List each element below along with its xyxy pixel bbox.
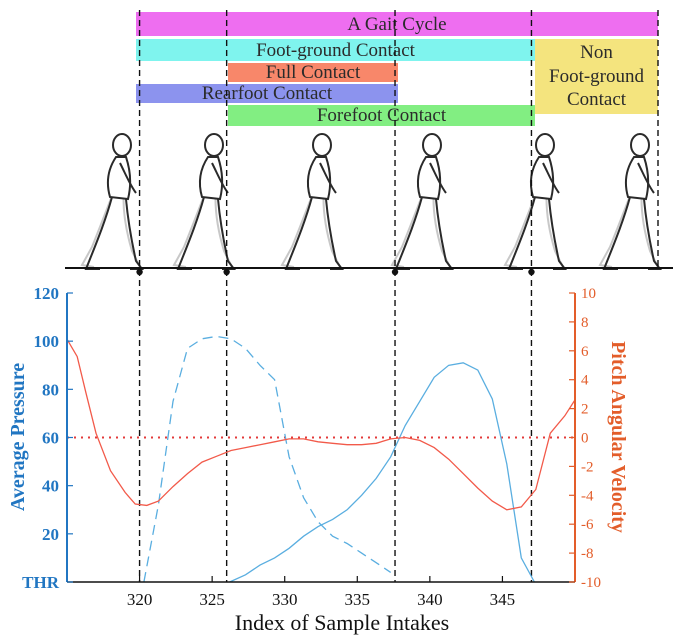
x-tick-label-3: 330 (272, 590, 298, 609)
y-left-tick-label-1: THR (22, 573, 60, 592)
non-contact-label-1: Non (580, 41, 613, 63)
series-line-2 (229, 362, 535, 583)
y-right-tick-label-5: -2 (581, 459, 594, 475)
forefoot-contact-bar: Forefoot Contact (228, 105, 535, 126)
x-tick-label-2: 325 (199, 590, 225, 609)
y-axis-left-label: Average Pressure (7, 363, 29, 511)
phase-bars: A Gait Cycle Foot-ground Contact Non Foo… (0, 0, 673, 130)
y-left-tick-label-7: 120 (34, 284, 60, 303)
y-right-tick-label-1: -10 (581, 575, 601, 591)
non-contact-label-2: Foot-ground (549, 65, 644, 87)
y-left-tick-label-5: 80 (42, 380, 59, 399)
y-right-tick-label-8: 4 (581, 373, 589, 389)
y-right-tick-label-3: -6 (581, 517, 594, 533)
gait-cycle-label: A Gait Cycle (347, 13, 447, 35)
y-right-tick-label-6: 0 (581, 431, 589, 447)
rearfoot-contact-label: Rearfoot Contact (201, 83, 333, 104)
y-right-tick-label-9: 6 (581, 344, 589, 360)
walking-figures-illustration (65, 133, 673, 270)
event-dot-4 (528, 268, 535, 276)
non-contact-bar: Non Foot-ground Contact (535, 39, 658, 114)
forefoot-contact-label: Forefoot Contact (316, 105, 447, 126)
x-tick-label-1: 320 (127, 590, 153, 609)
chart-series (66, 335, 576, 583)
y-right-tick-label-4: -4 (581, 488, 594, 504)
y-right-tick-label-11: 10 (581, 286, 596, 302)
x-axis-label: Index of Sample Intakes (235, 610, 449, 635)
full-contact-label: Full Contact (265, 62, 361, 83)
x-tick-label-4: 335 (345, 590, 371, 609)
y-left-tick-label-2: 20 (42, 525, 59, 544)
full-contact-bar: Full Contact (228, 63, 398, 82)
series-line-1 (143, 335, 392, 583)
foot-ground-contact-bar: Foot-ground Contact (136, 39, 535, 61)
y-left-tick-label-4: 60 (42, 429, 59, 448)
chart-tick-labels: 320 325 330 335 340 345THR20406080100120-10-8… (22, 284, 601, 609)
non-contact-label-3: Contact (566, 89, 627, 111)
chart-guides (67, 10, 659, 582)
x-tick-label-6: 345 (490, 590, 516, 609)
rearfoot-contact-bar: Rearfoot Contact (136, 84, 398, 103)
gait-cycle-bar: A Gait Cycle (136, 12, 658, 36)
foot-ground-contact-label: Foot-ground Contact (256, 39, 415, 61)
series-line-3 (66, 338, 576, 511)
y-right-tick-label-7: 2 (581, 402, 589, 418)
chart-axes (66, 292, 576, 583)
x-tick-label-5: 340 (417, 590, 443, 609)
y-left-tick-label-6: 100 (34, 332, 60, 351)
event-dot-3 (391, 268, 399, 276)
y-left-tick-label-3: 40 (42, 477, 59, 496)
event-dot-1 (136, 268, 143, 276)
y-axis-right-label: Pitch Angular Velocity (607, 341, 629, 533)
event-dot-2 (223, 268, 230, 276)
y-right-tick-label-10: 8 (581, 315, 589, 331)
y-right-tick-label-2: -8 (581, 546, 594, 562)
